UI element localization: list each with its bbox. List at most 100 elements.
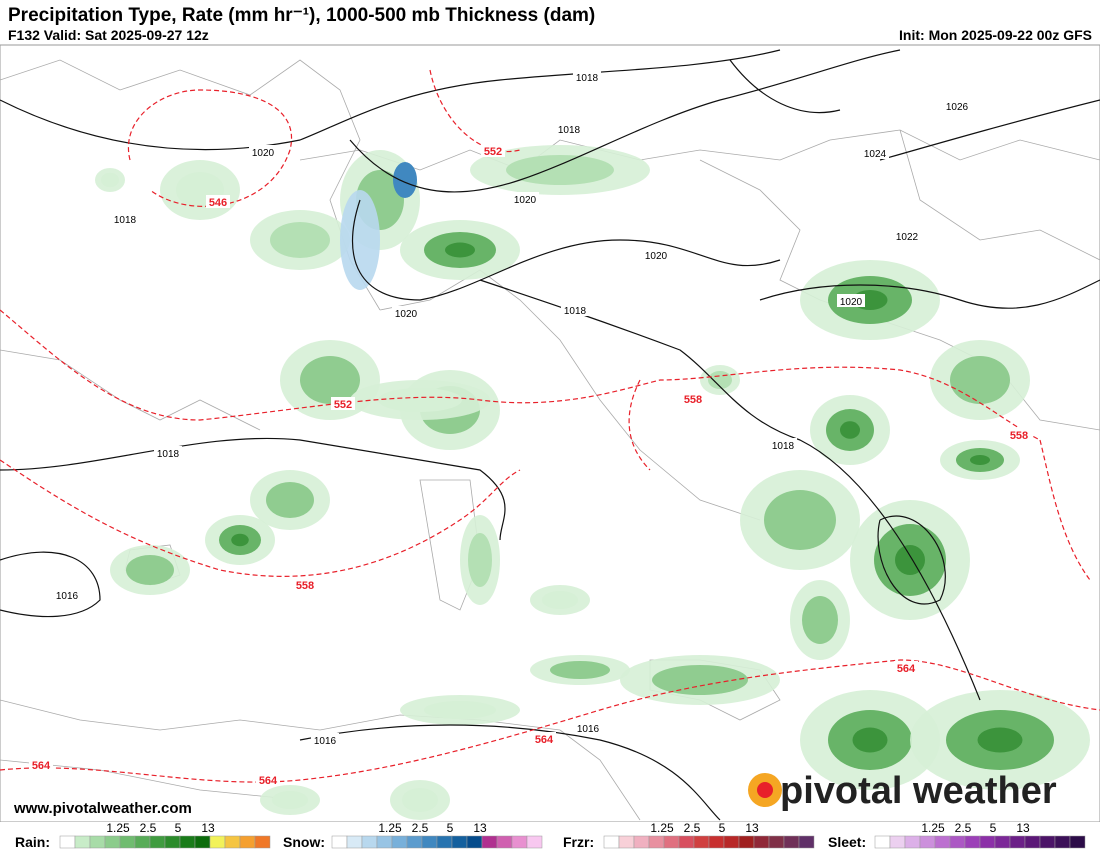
legend-swatch <box>451 835 468 849</box>
isobar <box>351 199 781 301</box>
legend-swatch <box>209 835 226 849</box>
label-bg <box>392 306 420 319</box>
label-bg <box>837 294 865 307</box>
legend-label: Frzr: <box>563 834 594 850</box>
legend-swatch <box>391 835 408 849</box>
precip-rain-heavy <box>445 242 475 258</box>
isobar-label: 1020 <box>395 309 418 320</box>
legend-swatch <box>798 835 815 849</box>
isobar-label: 1026 <box>946 102 969 113</box>
isobar-label: 1018 <box>772 441 795 452</box>
legend-tick: 5 <box>447 821 454 835</box>
isobar-label: 1020 <box>645 251 668 262</box>
legend-swatch <box>119 835 136 849</box>
precip-rain <box>950 356 1010 404</box>
title: Precipitation Type, Rate (mm hr⁻¹), 1000… <box>8 5 595 26</box>
logo-text: pivotal weather <box>780 770 1057 812</box>
isobar-label: 1022 <box>896 232 919 243</box>
label-bg <box>511 192 539 205</box>
isobar-label: 1018 <box>576 73 599 84</box>
isobar <box>877 515 946 605</box>
precip-rain-heavy <box>895 545 925 575</box>
precip-rain <box>266 482 314 518</box>
isobar <box>729 59 841 114</box>
legend-swatch <box>934 835 951 849</box>
legend-tick: 2.5 <box>140 821 157 835</box>
isobar <box>0 551 101 618</box>
legend-swatch <box>436 835 453 849</box>
label-bg <box>943 99 971 112</box>
label-bg <box>1007 428 1031 441</box>
legend-swatch <box>361 835 378 849</box>
legend-tick: 13 <box>473 821 487 835</box>
legend-tick: 1.25 <box>921 821 945 835</box>
legend-tick: 5 <box>719 821 726 835</box>
isobar <box>759 279 1100 309</box>
legend-swatch <box>723 835 740 849</box>
precip-rain <box>126 555 174 585</box>
legend-swatch <box>1069 835 1086 849</box>
legend-swatch <box>783 835 800 849</box>
legend-swatch <box>904 835 921 849</box>
legend-swatch <box>1054 835 1071 849</box>
legend-swatch <box>526 835 543 849</box>
precip-rain-heavy <box>231 533 249 547</box>
precip-rain <box>300 356 360 404</box>
legend-swatch <box>511 835 528 849</box>
legend-label: Sleet: <box>828 834 866 850</box>
thickness-label: 558 <box>684 394 702 406</box>
thickness-line <box>0 659 1100 783</box>
label-bg <box>861 146 889 159</box>
border <box>829 129 1100 161</box>
isobar-label: 1018 <box>157 449 180 460</box>
label-bg <box>29 758 53 771</box>
label-bg <box>573 70 601 83</box>
legend-swatch <box>496 835 513 849</box>
label-bg <box>293 578 317 591</box>
precip-rain <box>506 155 614 185</box>
isobar-label: 1016 <box>577 724 600 735</box>
legend-swatch <box>406 835 423 849</box>
label-bg <box>154 446 182 459</box>
precip-rain <box>468 533 492 587</box>
isobar-label: 1018 <box>558 125 581 136</box>
label-bg <box>53 588 81 601</box>
legend-swatch <box>239 835 256 849</box>
legend-swatch <box>1009 835 1026 849</box>
valid-time: F132 Valid: Sat 2025-09-27 12z <box>8 27 209 43</box>
legend-swatch <box>421 835 438 849</box>
legend-swatch <box>134 835 151 849</box>
precip-rain-heavy <box>852 727 888 753</box>
precip-rain <box>424 701 496 719</box>
label-bg <box>331 397 355 410</box>
precip-rain <box>270 222 330 258</box>
precip-rain <box>542 591 578 609</box>
label-bg <box>249 145 277 158</box>
isobar-label: 1024 <box>864 149 887 160</box>
label-bg <box>769 438 797 451</box>
border <box>899 129 1100 261</box>
isobar-label: 1018 <box>114 215 137 226</box>
precip-snow <box>393 162 417 198</box>
legend-swatch <box>738 835 755 849</box>
thickness-label: 564 <box>897 663 916 675</box>
legend-swatch <box>603 835 620 849</box>
isobar-label: 1020 <box>252 148 275 159</box>
legend-swatch <box>59 835 76 849</box>
map: 1018 1018 1026 1020 1024 1018 1020 1022 1020 1020… <box>0 44 1100 823</box>
legend-swatch <box>678 835 695 849</box>
legend-swatch <box>889 835 906 849</box>
label-bg <box>532 732 556 745</box>
thickness-line <box>0 459 521 577</box>
precip-snow <box>340 190 380 290</box>
thickness-label: 552 <box>334 399 352 411</box>
thickness-line <box>0 309 1041 441</box>
isobar <box>299 724 721 821</box>
label-bg <box>681 392 705 405</box>
thickness-label: 558 <box>296 580 314 592</box>
thickness-line <box>1039 439 1091 581</box>
label-bg <box>894 661 918 674</box>
legend-swatch <box>331 835 348 849</box>
